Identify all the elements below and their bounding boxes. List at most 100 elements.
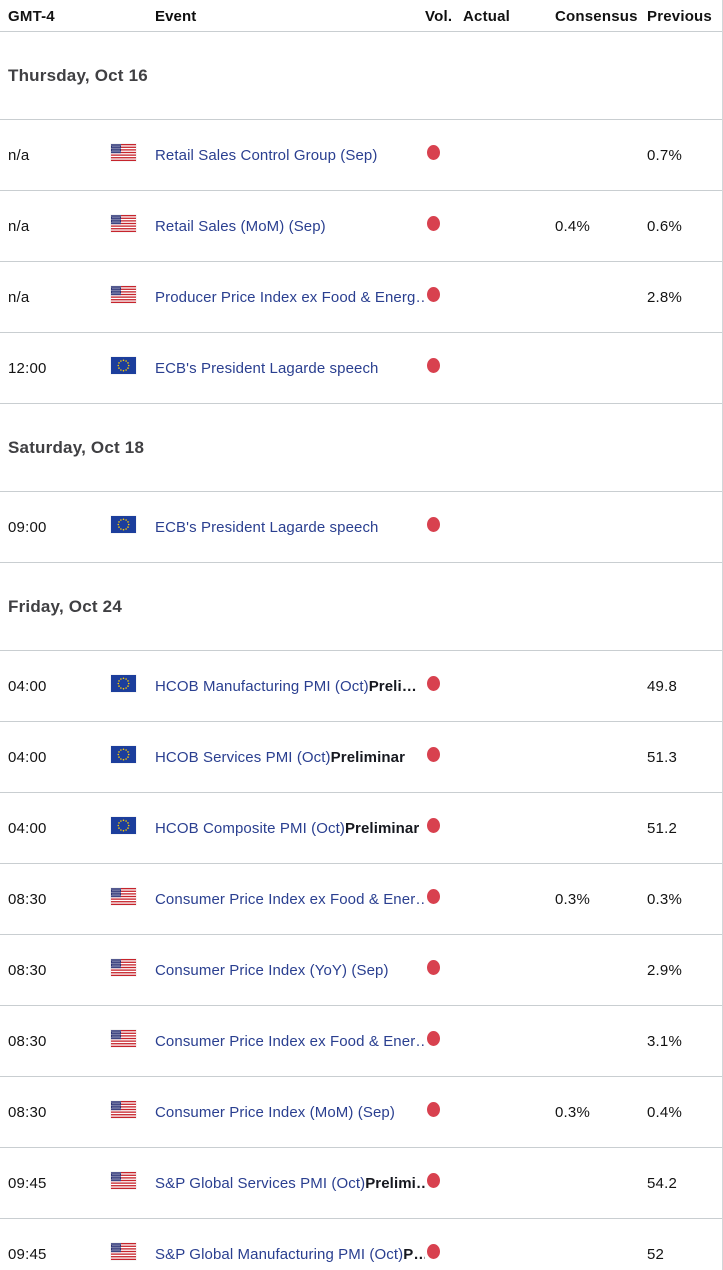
us-flag-icon <box>111 1172 136 1189</box>
volatility-icon <box>427 747 440 762</box>
vol-cell <box>425 676 463 696</box>
vol-cell <box>425 818 463 838</box>
event-cell: Consumer Price Index (MoM) (Sep) <box>155 1104 425 1121</box>
flag-cell <box>111 144 155 166</box>
event-link[interactable]: Retail Sales (MoM) (Sep) <box>155 217 326 235</box>
event-link[interactable]: ECB's President Lagarde speech <box>155 359 379 377</box>
us-flag-icon <box>111 286 136 303</box>
time-cell: 09:45 <box>8 1245 47 1263</box>
event-link[interactable]: Consumer Price Index (YoY) (Sep) <box>155 961 389 979</box>
volatility-icon <box>427 1244 440 1259</box>
flag-cell <box>111 1030 155 1052</box>
volatility-icon <box>427 676 440 691</box>
consensus-value: 0.3% <box>555 1103 590 1121</box>
event-link[interactable]: Consumer Price Index ex Food & Ener… <box>155 890 425 908</box>
flag-cell <box>111 746 155 768</box>
event-link[interactable]: S&P Global Manufacturing PMI (Oct)P… <box>155 1245 425 1263</box>
event-link[interactable]: Retail Sales Control Group (Sep) <box>155 146 378 164</box>
table-row[interactable]: 12:00 ECB's President Lagarde speech <box>0 333 722 404</box>
column-header-gmt[interactable]: GMT-4 <box>8 8 55 25</box>
event-link[interactable]: HCOB Composite PMI (Oct)Preliminar <box>155 819 420 837</box>
event-cell: Consumer Price Index (YoY) (Sep) <box>155 962 425 979</box>
us-flag-icon <box>111 144 136 161</box>
event-link[interactable]: S&P Global Services PMI (Oct)Prelimi… <box>155 1174 425 1192</box>
volatility-icon <box>427 1102 440 1117</box>
vol-cell <box>425 1102 463 1122</box>
calendar-body: Thursday, Oct 16 n/a Retail Sales Contro… <box>0 32 722 1270</box>
table-row[interactable]: 09:45 S&P Global Manufacturing PMI (Oct)… <box>0 1219 722 1270</box>
previous-value: 0.6% <box>647 217 682 235</box>
volatility-icon <box>427 1173 440 1188</box>
time-cell: 08:30 <box>8 890 47 908</box>
day-header: Thursday, Oct 16 <box>0 32 722 120</box>
vol-cell <box>425 889 463 909</box>
column-header-actual: Actual <box>463 8 511 25</box>
event-cell: Producer Price Index ex Food & Energ… <box>155 289 425 306</box>
eu-flag-icon <box>111 675 136 692</box>
event-cell: HCOB Services PMI (Oct)Preliminar <box>155 749 425 766</box>
vol-cell <box>425 1244 463 1264</box>
consensus-value: 0.4% <box>555 217 590 235</box>
table-row[interactable]: 04:00 HCOB Services PMI (Oct)Preliminar … <box>0 722 722 793</box>
event-cell: Consumer Price Index ex Food & Ener… <box>155 891 425 908</box>
table-row[interactable]: 09:45 S&P Global Services PMI (Oct)Preli… <box>0 1148 722 1219</box>
column-header-consensus: Consensus <box>555 8 638 25</box>
event-cell: ECB's President Lagarde speech <box>155 360 425 377</box>
flag-cell <box>111 1243 155 1265</box>
day-section: Friday, Oct 24 04:00 HCOB Manufacturing … <box>0 563 722 1270</box>
flag-cell <box>111 1172 155 1194</box>
previous-value: 51.2 <box>647 819 677 837</box>
flag-cell <box>111 357 155 379</box>
event-link[interactable]: ECB's President Lagarde speech <box>155 518 379 536</box>
flag-cell <box>111 888 155 910</box>
vol-cell <box>425 1173 463 1193</box>
time-cell: 09:45 <box>8 1174 47 1192</box>
event-cell: S&P Global Manufacturing PMI (Oct)P… <box>155 1246 425 1263</box>
previous-value: 0.3% <box>647 890 682 908</box>
volatility-icon <box>427 1031 440 1046</box>
flag-cell <box>111 959 155 981</box>
time-cell: 04:00 <box>8 677 47 695</box>
volatility-icon <box>427 358 440 373</box>
column-header-previous: Previous <box>647 8 712 25</box>
time-cell: 12:00 <box>8 359 47 377</box>
flag-cell <box>111 286 155 308</box>
us-flag-icon <box>111 959 136 976</box>
table-row[interactable]: 08:30 Consumer Price Index ex Food & Ene… <box>0 1006 722 1077</box>
event-link[interactable]: Consumer Price Index ex Food & Ener… <box>155 1032 425 1050</box>
table-row[interactable]: n/a Producer Price Index ex Food & Energ… <box>0 262 722 333</box>
table-row[interactable]: n/a Retail Sales (MoM) (Sep) 0.4% 0.6% <box>0 191 722 262</box>
us-flag-icon <box>111 888 136 905</box>
event-cell: HCOB Manufacturing PMI (Oct)Preli… <box>155 678 425 695</box>
table-row[interactable]: 09:00 ECB's President Lagarde speech <box>0 492 722 563</box>
volatility-icon <box>427 960 440 975</box>
time-cell: n/a <box>8 288 30 306</box>
vol-cell <box>425 216 463 236</box>
table-row[interactable]: 08:30 Consumer Price Index (YoY) (Sep) 2… <box>0 935 722 1006</box>
day-section: Thursday, Oct 16 n/a Retail Sales Contro… <box>0 32 722 404</box>
event-link[interactable]: Producer Price Index ex Food & Energ… <box>155 288 425 306</box>
us-flag-icon <box>111 1243 136 1260</box>
flag-cell <box>111 516 155 538</box>
event-cell: Consumer Price Index ex Food & Ener… <box>155 1033 425 1050</box>
us-flag-icon <box>111 215 136 232</box>
event-link[interactable]: Consumer Price Index (MoM) (Sep) <box>155 1103 395 1121</box>
table-row[interactable]: n/a Retail Sales Control Group (Sep) 0.7… <box>0 120 722 191</box>
previous-value: 54.2 <box>647 1174 677 1192</box>
event-link[interactable]: HCOB Manufacturing PMI (Oct)Preli… <box>155 677 417 695</box>
eu-flag-icon <box>111 357 136 374</box>
flag-cell <box>111 1101 155 1123</box>
table-row[interactable]: 08:30 Consumer Price Index (MoM) (Sep) 0… <box>0 1077 722 1148</box>
event-link[interactable]: HCOB Services PMI (Oct)Preliminar <box>155 748 406 766</box>
vol-cell <box>425 517 463 537</box>
volatility-icon <box>427 818 440 833</box>
table-row[interactable]: 04:00 HCOB Manufacturing PMI (Oct)Preli…… <box>0 651 722 722</box>
time-cell: 08:30 <box>8 961 47 979</box>
previous-value: 49.8 <box>647 677 677 695</box>
table-row[interactable]: 04:00 HCOB Composite PMI (Oct)Preliminar… <box>0 793 722 864</box>
event-cell: ECB's President Lagarde speech <box>155 519 425 536</box>
table-row[interactable]: 08:30 Consumer Price Index ex Food & Ene… <box>0 864 722 935</box>
vol-cell <box>425 747 463 767</box>
volatility-icon <box>427 216 440 231</box>
